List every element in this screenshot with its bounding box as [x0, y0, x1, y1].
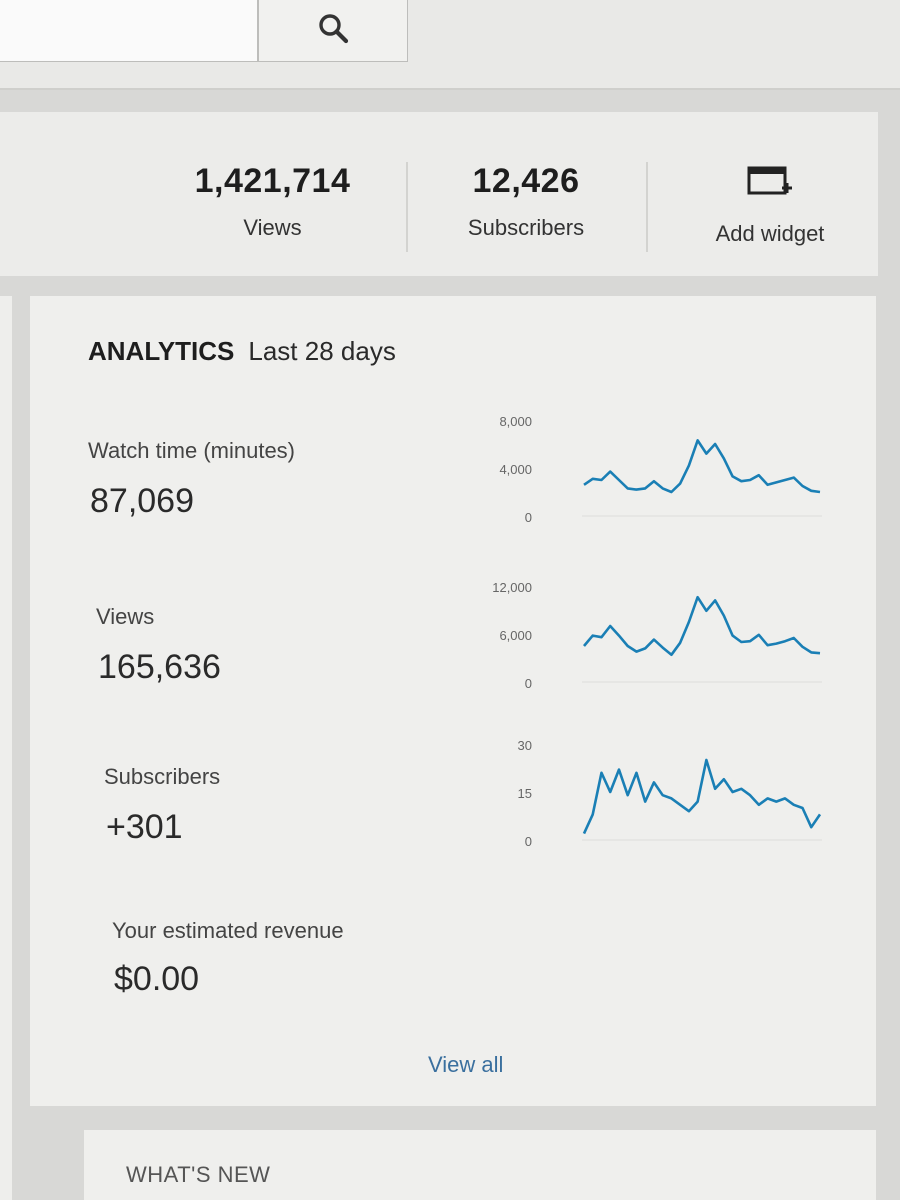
subscribers-stat: 12,426 Subscribers	[456, 162, 596, 241]
y-tick-label: 0	[525, 510, 532, 525]
analytics-period: Last 28 days	[248, 336, 396, 366]
y-tick-label: 6,000	[499, 628, 532, 643]
views-label: Views	[243, 215, 302, 240]
stats-divider	[406, 162, 408, 252]
search-button[interactable]	[258, 0, 408, 62]
y-tick-label: 15	[518, 786, 532, 801]
watch-time-label: Watch time (minutes)	[88, 438, 296, 463]
analytics-header: ANALYTICS Last 28 days	[88, 336, 396, 367]
series-line	[583, 439, 821, 494]
views-metric-label: Views	[96, 604, 155, 629]
whats-new-title: WHAT'S NEW	[126, 1162, 271, 1187]
left-panel-edge	[0, 296, 12, 1200]
views-count: 1,421,714	[194, 162, 351, 200]
channel-stats-card: 1,421,714 Views 12,426 Subscribers Add w…	[0, 112, 878, 276]
revenue-value: $0.00	[114, 960, 200, 998]
y-tick-label: 0	[525, 834, 532, 849]
views-chart: 12,000 6,000 0	[492, 580, 822, 691]
y-tick-label: 0	[525, 676, 532, 691]
series-line	[582, 758, 822, 835]
views-metric-value: 165,636	[98, 648, 221, 686]
analytics-title: ANALYTICS	[88, 336, 235, 366]
add-widget-label: Add widget	[715, 221, 825, 246]
subscribers-metric-value: +301	[106, 808, 183, 846]
y-tick-label: 12,000	[492, 580, 532, 595]
y-tick-label: 30	[518, 738, 532, 753]
series-line	[583, 595, 821, 657]
view-all-link[interactable]: View all	[428, 1052, 504, 1077]
subscribers-count: 12,426	[472, 162, 580, 200]
stats-divider	[646, 162, 648, 252]
y-tick-label: 8,000	[499, 414, 532, 429]
subscribers-chart: 30 15 0	[518, 738, 822, 849]
search-icon	[319, 14, 349, 44]
watch-time-chart: 8,000 4,000 0	[499, 414, 822, 525]
search-input[interactable]	[0, 0, 258, 62]
analytics-card: ANALYTICS Last 28 days Watch time (minute…	[30, 296, 876, 1106]
add-widget-button[interactable]: Add widget	[690, 164, 850, 247]
views-stat: 1,421,714 Views	[190, 162, 355, 241]
subscribers-metric-label: Subscribers	[104, 764, 221, 789]
whats-new-card: WHAT'S NEW	[84, 1130, 876, 1200]
watch-time-value: 87,069	[90, 482, 194, 520]
subscribers-label: Subscribers	[467, 215, 585, 240]
revenue-label: Your estimated revenue	[112, 918, 344, 943]
top-bar	[0, 0, 900, 90]
add-widget-icon	[747, 166, 792, 195]
y-tick-label: 4,000	[499, 462, 532, 477]
